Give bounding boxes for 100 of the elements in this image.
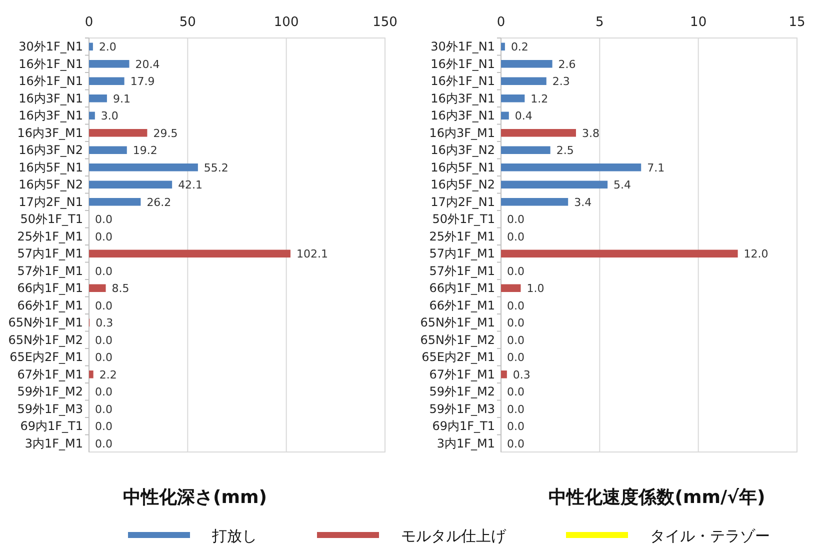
data-label: 0.0 [507,420,524,434]
data-label: 0.0 [95,420,112,434]
data-label: 55.2 [204,161,228,174]
data-label: 1.0 [526,282,544,296]
data-label: 42.1 [178,178,203,192]
data-label: 0.0 [95,299,112,312]
bar [501,250,738,258]
bar [501,42,505,51]
y-tick-label: 57内1F_M1 [17,246,83,261]
bar [89,370,94,378]
x-tick-label: 5 [596,15,604,30]
bar [89,180,172,189]
y-tick-label: 65E内2F_M1 [10,350,83,364]
y-tick-label: 16外1F_N1 [18,56,83,71]
y-tick-label: 65E内2F_M1 [422,350,495,364]
data-label: 26.2 [146,196,172,209]
bar [89,128,148,137]
data-label: 0.0 [95,386,112,399]
y-tick-label: 30外1F_N1 [430,40,495,54]
data-label: 0.0 [507,437,524,450]
x-tick-label: 0 [84,15,94,30]
y-tick-label: 17内2F_N1 [430,194,495,209]
y-tick-label: 16内3F_N2 [430,143,495,158]
bar [501,180,608,189]
data-label: 0.0 [95,351,112,364]
y-tick-label: 3内1F_M1 [436,436,495,450]
data-label: 1.2 [530,92,548,106]
bar [501,60,552,68]
x-axis-title: 中性化深さ(mm) [123,487,267,508]
data-label: 29.5 [153,126,178,140]
data-label: 12.0 [744,248,768,261]
y-tick-label: 66外1F_M1 [429,298,495,312]
data-label: 20.4 [135,58,160,71]
bar [501,128,576,137]
y-tick-label: 16内3F_N1 [18,108,83,123]
y-tick-label: 16内3F_N1 [18,91,83,106]
x-axis-title: 中性化速度係数(mm/√年) [548,487,766,508]
data-label: 2.6 [558,58,576,71]
y-tick-label: 57内1F_M1 [429,246,495,261]
y-tick-label: 57外1F_M1 [429,264,495,278]
y-tick-label: 66内1F_M1 [17,281,83,296]
bar [89,77,124,86]
data-label: 3.4 [574,196,592,209]
bar [89,284,106,292]
y-tick-label: 50外1F_T1 [432,212,495,226]
data-label: 7.1 [647,161,665,174]
bar [89,112,95,120]
y-tick-label: 59外1F_M2 [429,384,495,399]
y-tick-label: 66内1F_M1 [429,281,495,296]
y-tick-label: 66外1F_M1 [17,298,83,312]
data-label: 0.2 [510,40,528,54]
data-label: 0.0 [507,402,524,416]
data-label: 0.0 [507,316,524,330]
bar [501,77,546,86]
y-tick-label: 65N外1F_M1 [8,316,83,330]
y-tick-label: 16内3F_N1 [430,91,495,106]
data-label: 0.0 [95,437,112,450]
y-tick-label: 16内5F_N2 [430,178,495,192]
x-tick-label: 0 [496,15,506,30]
bar [501,163,642,172]
y-tick-label: 67外1F_M1 [17,367,83,382]
y-tick-label: 65N外1F_M1 [420,316,495,330]
bar [501,370,507,378]
y-tick-label: 25外1F_M1 [429,229,495,244]
y-tick-label: 57外1F_M1 [17,264,83,278]
y-tick-label: 17内2F_N1 [18,194,83,209]
data-label: 0.0 [507,386,524,399]
data-label: 0.3 [96,316,114,330]
x-tick-label: 10 [690,15,707,30]
data-label: 3.0 [100,110,118,123]
data-label: 2.0 [98,40,116,54]
y-tick-label: 16内5F_N2 [18,178,83,192]
bar [89,163,198,172]
data-label: 17.9 [130,75,155,88]
data-label: 2.2 [99,368,117,382]
y-tick-label: 69内1F_T1 [20,419,83,434]
data-label: 0.4 [514,110,532,123]
data-label: 0.0 [507,213,524,226]
y-tick-label: 16内3F_M1 [429,126,495,140]
y-tick-label: 59外1F_M2 [17,384,83,399]
data-label: 2.5 [556,144,574,158]
data-label: 0.0 [507,299,524,312]
data-label: 0.0 [95,334,112,347]
data-label: 2.3 [552,75,570,88]
bar [501,284,521,292]
x-tick-label: 100 [274,15,299,30]
y-tick-label: 16内5F_N1 [18,160,83,174]
data-label: 0.3 [512,368,530,382]
bar [89,94,107,102]
data-label: 19.2 [132,144,158,158]
bar [501,146,550,154]
bar [501,112,509,120]
y-tick-label: 16外1F_N1 [430,74,495,88]
legend-label: タイル・テラゾー [650,527,770,545]
data-label: 0.0 [507,230,524,244]
y-tick-label: 16内3F_N2 [18,143,83,158]
y-tick-label: 16内5F_N1 [430,160,495,174]
y-tick-label: 16内3F_N1 [430,108,495,123]
bar [89,198,141,206]
bar [89,60,130,68]
